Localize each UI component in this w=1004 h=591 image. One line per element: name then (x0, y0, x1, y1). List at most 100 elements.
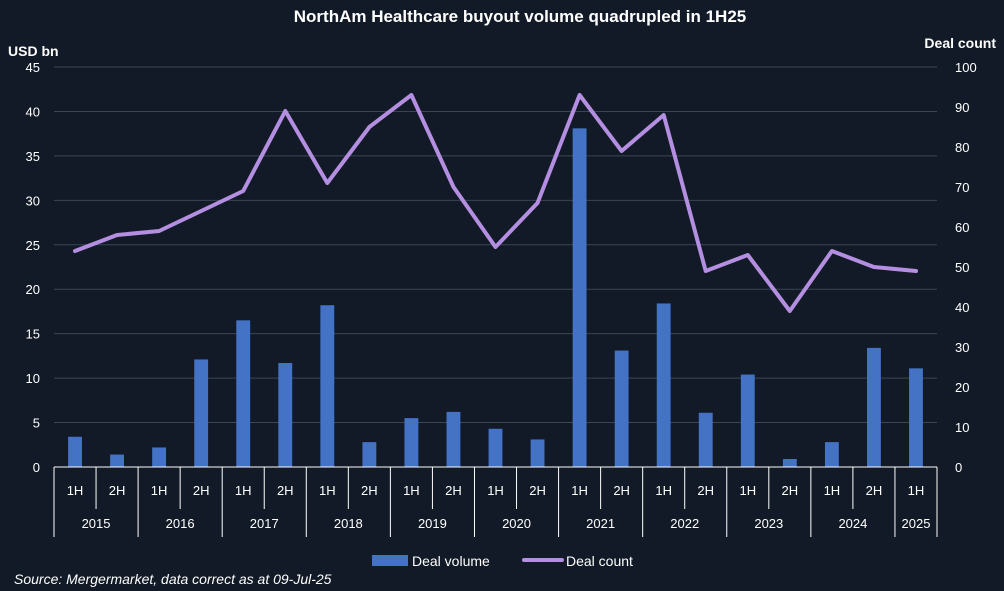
deal-volume-bar (404, 418, 419, 467)
deal-count-point (620, 150, 623, 153)
left-tick-label: 30 (26, 193, 40, 208)
period-label: 2H (697, 483, 714, 498)
deal-volume-bar (909, 368, 923, 467)
period-label: 1H (571, 483, 588, 498)
right-axis-ticks: 0 10 20 30 40 50 60 70 80 90 100 (955, 60, 977, 475)
deal-count-point (830, 250, 833, 253)
left-tick-label: 15 (26, 327, 40, 342)
deal-volume-bar (68, 436, 82, 467)
left-tick-label: 25 (26, 238, 40, 253)
right-tick-label: 10 (955, 420, 969, 435)
deal-count-point (284, 110, 287, 113)
left-axis-label: USD bn (8, 43, 59, 59)
period-label: 1H (319, 483, 336, 498)
deal-count-point (200, 210, 203, 213)
left-tick-label: 20 (26, 282, 40, 297)
deal-count-point (536, 202, 539, 205)
right-tick-label: 20 (955, 380, 969, 395)
left-axis-ticks: 0 5 10 15 20 25 30 35 40 45 (26, 60, 40, 475)
right-tick-label: 80 (955, 140, 969, 155)
deal-volume-bar (362, 442, 377, 467)
period-label: 1H (487, 483, 504, 498)
deal-volume-bar (866, 347, 881, 467)
right-tick-label: 100 (955, 60, 977, 75)
deal-count-point (872, 266, 875, 269)
left-tick-label: 45 (26, 60, 40, 75)
deal-volume-bars (68, 128, 923, 468)
right-tick-label: 0 (955, 460, 962, 475)
year-label: 2017 (250, 516, 279, 531)
year-label: 2021 (586, 516, 615, 531)
deal-volume-bar (152, 447, 167, 467)
year-label: 2018 (334, 516, 363, 531)
right-tick-label: 50 (955, 260, 969, 275)
category-axis: 1H 2H 1H 2H 1H 2H 1H 2H 1H 2H 1H 2H 1H 2H 1H 2H 1H 2H 1H 2H… (53, 466, 938, 537)
right-tick-label: 90 (955, 100, 969, 115)
year-label: 2020 (502, 516, 531, 531)
period-label: 2H (109, 483, 126, 498)
right-axis-label: Deal count (924, 35, 996, 51)
deal-count-point (494, 246, 497, 249)
deal-volume-bar (740, 374, 755, 467)
left-tick-label: 0 (33, 460, 40, 475)
deal-count-point (326, 182, 329, 185)
year-label: 2023 (754, 516, 783, 531)
left-tick-label: 10 (26, 371, 40, 386)
deal-volume-bar (614, 350, 629, 467)
period-label: 1H (151, 483, 168, 498)
source-note: Source: Mergermarket, data correct as at… (14, 571, 332, 587)
deal-count-point (368, 126, 371, 129)
deal-count-line-path (73, 93, 918, 313)
period-label: 1H (655, 483, 672, 498)
year-label: 2016 (166, 516, 195, 531)
period-label: 1H (824, 483, 841, 498)
deal-count-point (158, 230, 161, 233)
deal-count-point (410, 94, 413, 97)
period-label: 2H (361, 483, 378, 498)
year-label: 2025 (902, 516, 931, 531)
deal-volume-bar (446, 411, 461, 467)
deal-count-point (452, 186, 455, 189)
left-tick-label: 40 (26, 104, 40, 119)
period-label: 2H (782, 483, 799, 498)
deal-count-point (746, 254, 749, 257)
deal-count-point (704, 270, 707, 273)
deal-volume-bar (782, 459, 797, 467)
period-label: 2H (613, 483, 630, 498)
year-label: 2019 (418, 516, 447, 531)
period-label: 1H (235, 483, 252, 498)
period-label: 1H (908, 483, 925, 498)
deal-volume-bar (656, 303, 671, 467)
right-tick-label: 60 (955, 220, 969, 235)
deal-count-point (74, 250, 77, 253)
deal-volume-bar (110, 454, 125, 467)
right-tick-label: 30 (955, 340, 969, 355)
deal-count-point (788, 310, 791, 313)
deal-count-point (116, 234, 119, 237)
left-tick-label: 5 (33, 416, 40, 431)
legend-label-deal-volume: Deal volume (412, 553, 490, 569)
right-tick-label: 40 (955, 300, 969, 315)
period-label: 2H (866, 483, 883, 498)
deal-volume-bar (572, 128, 587, 468)
period-label: 2H (277, 483, 294, 498)
period-label: 2H (193, 483, 210, 498)
year-label: 2015 (82, 516, 111, 531)
deal-volume-bar (698, 412, 713, 467)
left-tick-label: 35 (26, 149, 40, 164)
deal-count-point (578, 94, 581, 97)
right-tick-label: 70 (955, 180, 969, 195)
deal-count-line (73, 93, 918, 313)
deal-volume-bar (824, 442, 839, 467)
period-label: 2H (445, 483, 462, 498)
legend: Deal volume Deal count (372, 553, 633, 569)
deal-volume-bar (278, 363, 293, 467)
deal-volume-bar (236, 320, 251, 467)
period-label: 1H (403, 483, 420, 498)
legend-label-deal-count: Deal count (566, 553, 633, 569)
deal-volume-bar (488, 428, 503, 467)
deal-volume-bar (194, 359, 209, 467)
chart-title: NorthAm Healthcare buyout volume quadrup… (294, 7, 746, 26)
deal-volume-bar (320, 305, 335, 467)
